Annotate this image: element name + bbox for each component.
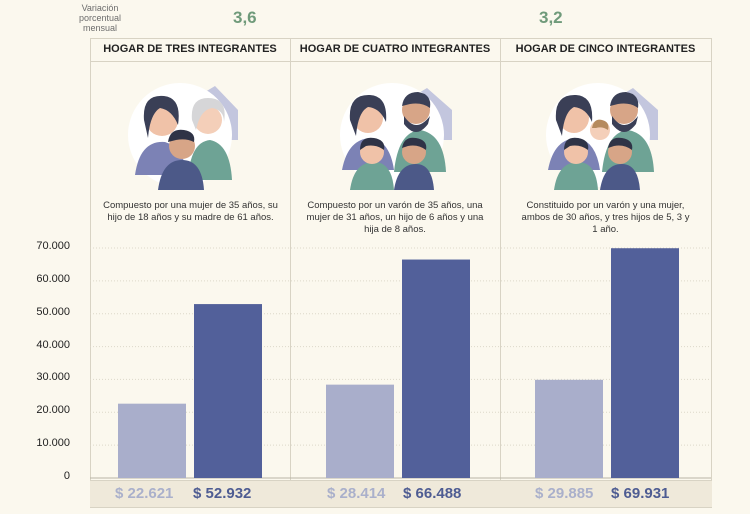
column-header-row: [90, 38, 712, 62]
column-divider-left: [90, 38, 91, 506]
value-label-four-low: $ 28.414: [327, 485, 386, 502]
y-tick-label: 70.000: [36, 240, 70, 252]
variation-value-1: 3,6: [233, 8, 257, 27]
bar-light-2: [326, 384, 394, 478]
y-tick-label: 50.000: [36, 305, 70, 318]
y-tick-label: 20.000: [36, 404, 70, 417]
household-title-four: HOGAR DE CUATRO INTEGRANTES: [299, 43, 491, 55]
column-divider-2: [500, 38, 501, 506]
family-illustration-three: [128, 83, 238, 190]
household-description-five: Constituido por un varón y una mujer, am…: [521, 200, 690, 235]
y-tick-label: 60.000: [36, 272, 70, 285]
value-label-five-high: $ 69.931: [611, 485, 670, 502]
value-strip: [90, 480, 712, 508]
bar-dark-1: [194, 304, 262, 478]
bar-light-1: [118, 403, 186, 478]
family-illustration-four: [340, 83, 452, 190]
household-title-five: HOGAR DE CINCO INTEGRANTES: [515, 43, 696, 55]
value-label-four-high: $ 66.488: [403, 485, 462, 502]
bar-dark-2: [402, 259, 470, 478]
value-label-three-low: $ 22.621: [115, 485, 174, 502]
variation-label: Variación porcentual mensual: [78, 3, 122, 33]
y-tick-label: 40.000: [36, 338, 70, 351]
y-tick-label: 10.000: [36, 437, 70, 450]
column-divider-1: [290, 38, 291, 506]
variation-value-2: 3,2: [539, 8, 563, 27]
household-title-three: HOGAR DE TRES INTEGRANTES: [103, 43, 277, 55]
family-illustration-five: [546, 83, 658, 190]
value-label-five-low: $ 29.885: [535, 485, 594, 502]
household-description-three: Compuesto por una mujer de 35 años, su h…: [103, 200, 278, 223]
bar-light-3: [535, 379, 603, 478]
household-description-four: Compuesto por un varón de 35 años, una m…: [306, 200, 484, 235]
value-label-three-high: $ 52.932: [193, 485, 252, 502]
y-tick-label: 30.000: [36, 371, 70, 384]
column-divider-right: [711, 38, 712, 506]
y-tick-label: 0: [63, 470, 70, 482]
bar-dark-3: [611, 248, 679, 478]
